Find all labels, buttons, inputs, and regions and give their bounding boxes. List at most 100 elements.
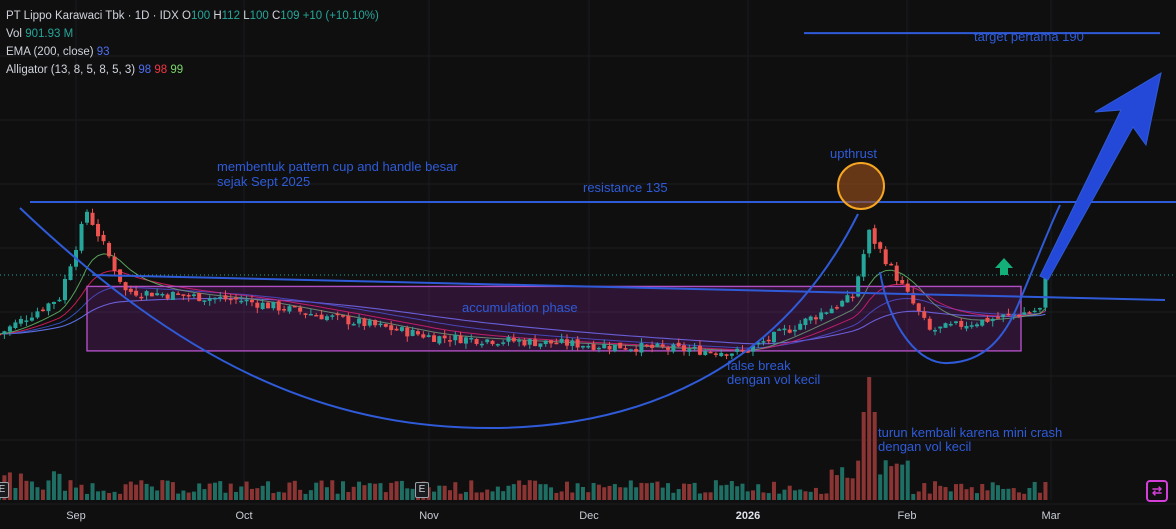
candle-body bbox=[729, 353, 734, 356]
volume-bar bbox=[644, 483, 649, 500]
volume-bar bbox=[687, 483, 692, 500]
volume-bar bbox=[872, 412, 877, 500]
change-value: +10 (+10.10%) bbox=[302, 10, 379, 22]
volume-bar bbox=[861, 412, 866, 500]
volume-bar bbox=[756, 484, 761, 500]
volume-bar bbox=[74, 487, 78, 500]
candle-body bbox=[559, 338, 564, 343]
volume-bar bbox=[46, 480, 51, 500]
candle-body bbox=[856, 276, 861, 297]
candle-body bbox=[207, 298, 212, 301]
candle-body bbox=[330, 315, 335, 317]
volume-bar bbox=[181, 490, 186, 500]
volume-bar bbox=[165, 480, 170, 500]
candle-body bbox=[186, 294, 191, 297]
volume-bar bbox=[233, 491, 238, 500]
candle-body bbox=[959, 320, 964, 327]
volume-bar bbox=[170, 482, 175, 500]
x-tick-oct: Oct bbox=[235, 510, 253, 522]
target-label: target pertama 190 bbox=[974, 29, 1084, 44]
volume-bar bbox=[549, 487, 554, 500]
volume-bar bbox=[782, 489, 787, 500]
volume-bar bbox=[298, 489, 303, 500]
candle-body bbox=[442, 335, 447, 339]
candle-body bbox=[724, 354, 729, 356]
candle-body bbox=[777, 329, 782, 331]
volume-bar bbox=[692, 482, 697, 500]
volume-bar bbox=[750, 490, 755, 500]
volume-bar bbox=[118, 493, 123, 500]
earnings-badge[interactable]: E bbox=[415, 482, 429, 498]
vol-value: 901.93 M bbox=[25, 28, 74, 40]
candle-body bbox=[792, 329, 797, 332]
volume-bar bbox=[927, 493, 932, 500]
accumulation-box-rect bbox=[86, 285, 1022, 352]
volume-bar bbox=[824, 493, 829, 500]
cup-curve bbox=[19, 207, 859, 430]
candle-body bbox=[479, 343, 484, 346]
volume-bar bbox=[559, 491, 564, 500]
candle-body bbox=[29, 317, 34, 321]
candle-body bbox=[287, 306, 292, 312]
volume-bar bbox=[708, 492, 713, 500]
candle-body bbox=[591, 344, 596, 350]
candle-body bbox=[969, 325, 974, 327]
volume-bar bbox=[90, 483, 95, 500]
volume-bar bbox=[771, 481, 776, 500]
candle-body bbox=[197, 292, 202, 302]
earnings-badge[interactable]: E bbox=[0, 482, 9, 498]
volume-bar bbox=[378, 483, 383, 500]
volume-bar bbox=[798, 489, 803, 500]
candle-body bbox=[938, 326, 943, 329]
open-label: O bbox=[181, 10, 191, 22]
volume-bar bbox=[495, 486, 500, 500]
volume-bar bbox=[522, 484, 527, 500]
candle-body bbox=[570, 340, 575, 346]
volume-bar bbox=[112, 491, 117, 500]
candle-body bbox=[894, 265, 899, 281]
volume-bar bbox=[628, 480, 633, 500]
volume-bar bbox=[107, 493, 112, 500]
ema-200-line bbox=[0, 298, 1046, 345]
candle-body bbox=[46, 303, 51, 312]
candle-body bbox=[260, 302, 265, 309]
candle-body bbox=[829, 308, 834, 314]
candle-body bbox=[933, 330, 938, 332]
candle-body bbox=[453, 334, 458, 341]
candle-body bbox=[319, 314, 324, 320]
candle-body bbox=[511, 337, 516, 342]
open-value: 100 bbox=[190, 10, 211, 22]
volume-bar bbox=[612, 484, 617, 500]
candle-body bbox=[155, 293, 160, 296]
volume-bar bbox=[96, 491, 101, 500]
candle-body bbox=[447, 340, 452, 342]
volume-bar bbox=[1027, 487, 1032, 500]
tradingview-logo-icon[interactable]: ⇄ bbox=[1146, 480, 1168, 502]
volume-bar bbox=[362, 485, 367, 500]
volume-bar bbox=[13, 487, 18, 500]
candle-body bbox=[90, 212, 95, 225]
volume-bar bbox=[575, 483, 580, 500]
volume-bar bbox=[527, 480, 532, 500]
candle-body bbox=[40, 309, 45, 312]
volume-bar bbox=[128, 481, 133, 500]
candle-body bbox=[703, 350, 708, 356]
volume-bar bbox=[249, 488, 254, 500]
candle-body bbox=[298, 307, 303, 312]
candle-body bbox=[1006, 313, 1011, 316]
candle-body bbox=[586, 345, 591, 348]
candle-body bbox=[218, 296, 223, 299]
volume-bar bbox=[808, 491, 813, 500]
candle-body bbox=[954, 321, 958, 324]
volume-bar bbox=[123, 484, 128, 500]
volume-bar bbox=[681, 483, 686, 500]
candle-body bbox=[745, 351, 750, 353]
candle-body bbox=[474, 338, 479, 344]
x-tick-nov: Nov bbox=[419, 510, 439, 522]
candle-body bbox=[927, 318, 932, 330]
candle-body bbox=[522, 340, 527, 346]
candle-body bbox=[861, 254, 866, 277]
false-break-line2: dengan vol kecil bbox=[727, 372, 821, 387]
candle-body bbox=[750, 345, 755, 352]
